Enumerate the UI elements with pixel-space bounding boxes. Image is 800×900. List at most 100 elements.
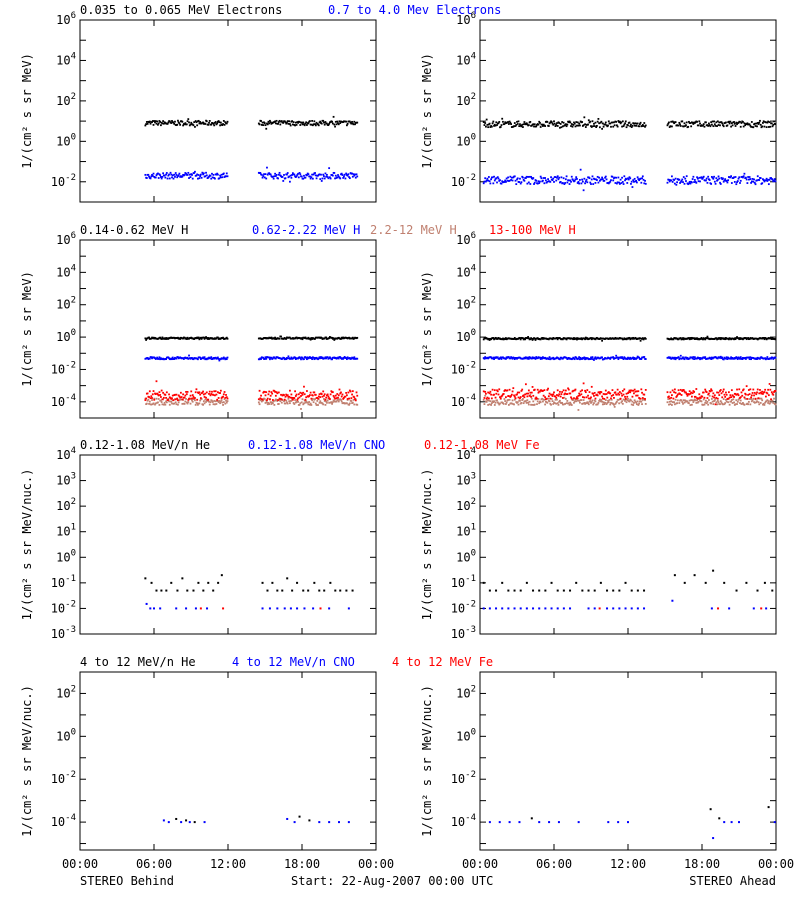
- data-point: [559, 399, 561, 402]
- data-point: [727, 120, 730, 123]
- data-point: [185, 819, 188, 822]
- data-point: [170, 173, 173, 176]
- data-point: [609, 392, 612, 395]
- data-point: [144, 337, 147, 340]
- data-point: [496, 176, 499, 179]
- data-point: [315, 404, 318, 406]
- data-point: [730, 175, 733, 178]
- data-point: [570, 404, 573, 406]
- data-point: [518, 181, 521, 183]
- data-point: [155, 380, 158, 383]
- data-point: [710, 358, 713, 360]
- data-point: [765, 177, 768, 180]
- data-point: [346, 399, 349, 401]
- x-tick-label: 12:00: [210, 857, 246, 871]
- data-point: [177, 394, 180, 397]
- data-point: [296, 399, 299, 402]
- data-point: [770, 357, 772, 360]
- series-0-12-1-08-mev-fe: [199, 607, 322, 610]
- data-point: [487, 404, 490, 406]
- data-point: [288, 120, 291, 123]
- data-point: [745, 176, 747, 179]
- data-point: [308, 356, 311, 358]
- data-point: [748, 398, 751, 400]
- data-point: [743, 122, 746, 125]
- data-point: [525, 402, 528, 404]
- data-point: [219, 389, 222, 392]
- data-point: [579, 401, 581, 404]
- data-point: [590, 178, 593, 181]
- data-point: [753, 401, 756, 404]
- data-point: [614, 402, 617, 405]
- data-point: [271, 357, 274, 360]
- data-point: [172, 399, 175, 402]
- data-point: [211, 172, 213, 175]
- data-point: [353, 356, 356, 359]
- data-point: [719, 356, 721, 359]
- data-point: [633, 388, 636, 391]
- data-point: [626, 358, 629, 360]
- data-point: [542, 123, 545, 126]
- data-point: [337, 123, 340, 126]
- data-point: [669, 125, 672, 128]
- data-point: [325, 336, 328, 339]
- data-point: [176, 589, 179, 592]
- data-point: [693, 391, 696, 393]
- data-point: [630, 399, 632, 402]
- data-point: [222, 172, 225, 175]
- data-point: [154, 120, 157, 122]
- data-point: [166, 177, 169, 180]
- data-point: [157, 401, 159, 404]
- data-point: [679, 181, 682, 184]
- data-point: [502, 403, 505, 405]
- data-point: [576, 124, 578, 127]
- data-point: [184, 394, 187, 397]
- data-point: [157, 122, 160, 125]
- data-point: [681, 120, 684, 123]
- data-point: [503, 398, 506, 400]
- data-point: [584, 126, 587, 128]
- data-point: [300, 337, 303, 340]
- data-point: [283, 400, 285, 403]
- data-point: [539, 126, 542, 128]
- data-point: [496, 181, 498, 184]
- data-point: [499, 126, 502, 128]
- data-point: [749, 403, 752, 406]
- data-point: [745, 385, 748, 388]
- data-point: [767, 183, 770, 186]
- legend-entry: 0.62-2.22 MeV H: [252, 223, 360, 237]
- data-point: [535, 125, 538, 128]
- data-point: [535, 396, 538, 399]
- data-point: [597, 117, 600, 120]
- data-point: [717, 401, 720, 404]
- legend-entry: 13-100 MeV H: [489, 223, 576, 237]
- data-point: [626, 395, 629, 398]
- data-point: [749, 178, 752, 180]
- data-point: [502, 337, 504, 340]
- data-point: [202, 393, 205, 396]
- data-point: [544, 125, 547, 127]
- data-point: [727, 179, 730, 182]
- data-point: [679, 125, 682, 127]
- data-point: [519, 182, 522, 185]
- plot-frame: [79, 454, 377, 635]
- data-point: [530, 817, 533, 820]
- data-point: [575, 176, 578, 179]
- data-point: [221, 176, 224, 179]
- data-point: [741, 358, 744, 360]
- data-point: [593, 125, 596, 127]
- data-point: [148, 390, 151, 393]
- data-point: [566, 181, 569, 184]
- data-point: [680, 179, 683, 182]
- data-point: [334, 120, 337, 123]
- data-point: [668, 180, 671, 183]
- data-point: [483, 180, 486, 183]
- data-point: [634, 122, 637, 125]
- data-point: [324, 356, 327, 359]
- data-point: [354, 123, 356, 126]
- data-point: [309, 391, 312, 394]
- data-point: [623, 356, 626, 359]
- data-point: [533, 388, 536, 391]
- data-point: [320, 393, 323, 395]
- data-point: [214, 356, 217, 359]
